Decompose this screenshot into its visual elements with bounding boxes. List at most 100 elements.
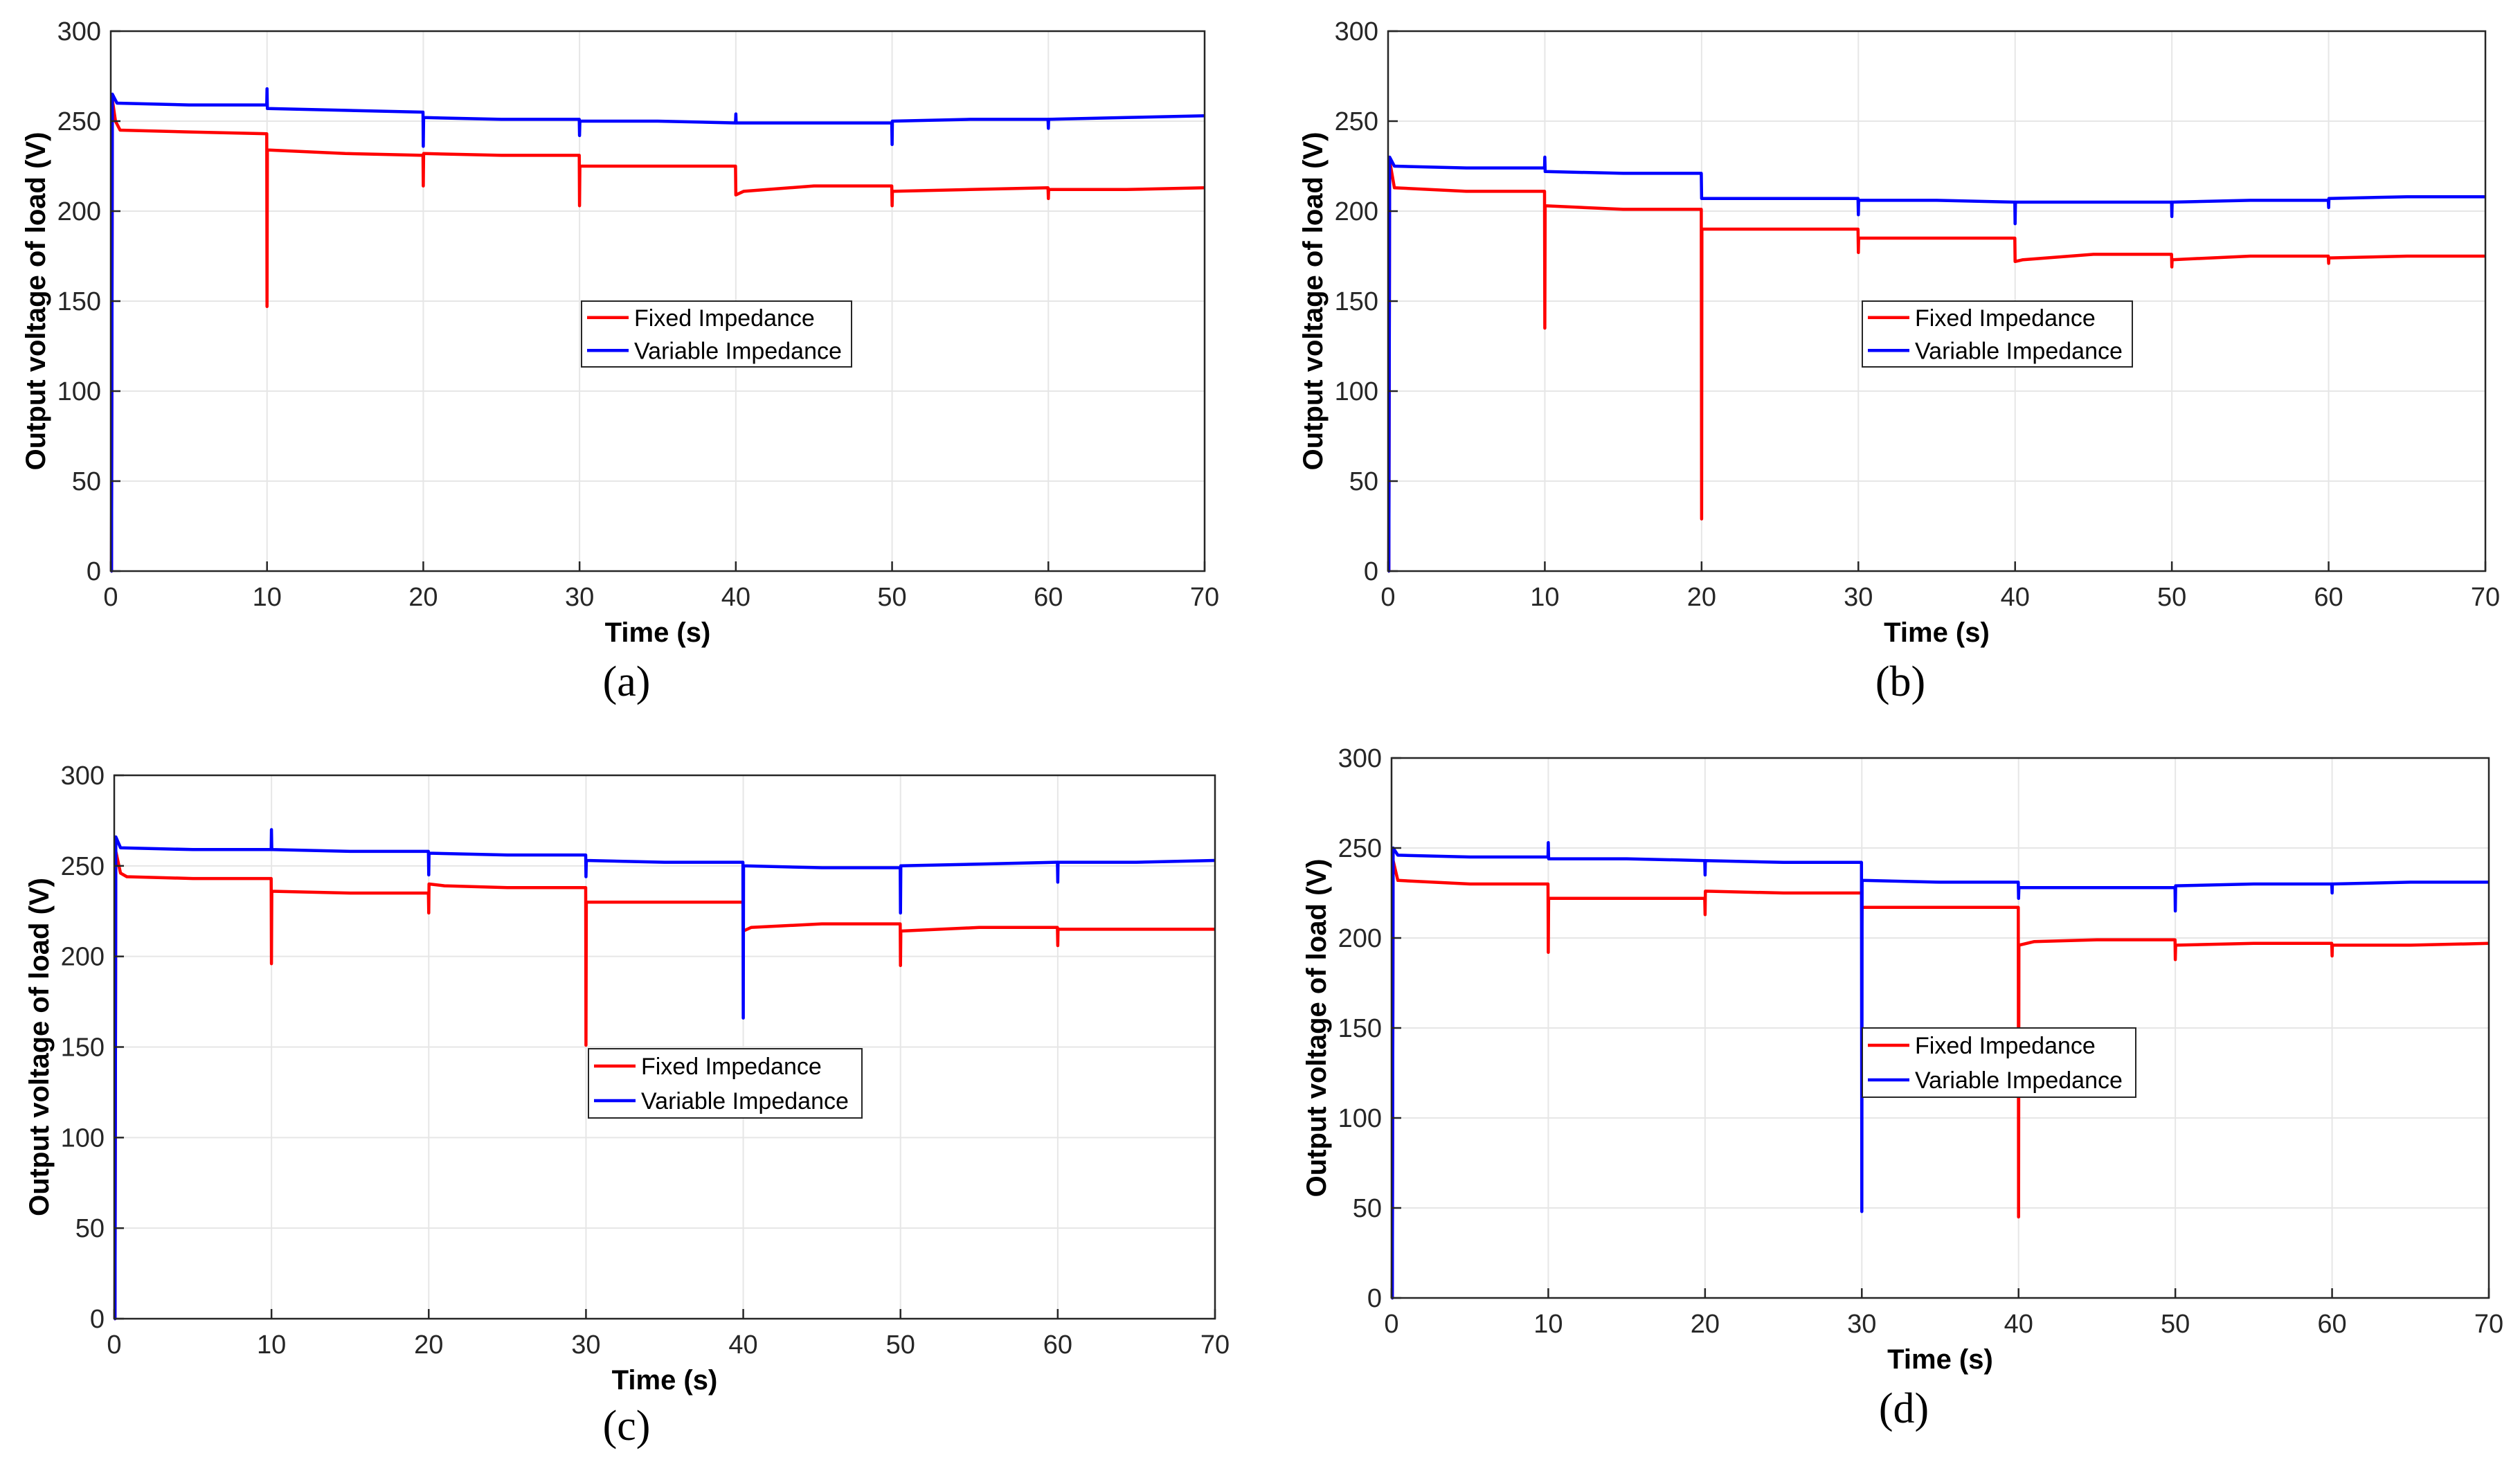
x-tick-label: 50: [2157, 583, 2186, 612]
y-tick-label: 50: [1353, 1194, 1382, 1223]
panel-caption: (d): [1879, 1385, 1929, 1432]
legend-label: Variable Impedance: [1915, 338, 2123, 364]
axis-ticks: 0 10 20 30 40 50 60 70 0 50 100 150 200 250 300: [57, 17, 1220, 612]
series-line-fixed-impedance: [109, 98, 1205, 573]
series-line-fixed-impedance: [1387, 159, 2485, 573]
y-tick-label: 100: [1338, 1104, 1382, 1133]
legend: Fixed Impedance Variable Impedance: [581, 300, 852, 368]
panel-caption: (a): [603, 658, 651, 705]
legend-label: Fixed Impedance: [1915, 1033, 2096, 1059]
y-axis-label: Output voltage of load (V): [1302, 859, 1332, 1198]
x-tick-label: 20: [408, 583, 438, 612]
y-axis-label: Output voltage of load (V): [21, 132, 51, 471]
x-tick-label: 30: [1847, 1310, 1876, 1339]
y-tick-label: 50: [1349, 467, 1378, 496]
y-tick-label: 0: [90, 1305, 105, 1334]
x-axis-label: Time (s): [1887, 1344, 1993, 1375]
chart-panel-a: 0 10 20 30 40 50 60 70 0 50 100 150 200 250 300 Time (…: [21, 17, 1220, 705]
y-tick-label: 200: [61, 943, 105, 972]
legend-box: [1862, 1027, 2136, 1098]
legend-label: Fixed Impedance: [634, 305, 815, 332]
axis-ticks: 0 10 20 30 40 50 60 70 0 50 100 150 200 250 300: [1335, 17, 2501, 612]
series-line-variable-impedance: [113, 828, 1216, 1321]
x-tick-label: 30: [1844, 583, 1873, 612]
x-tick-label: 0: [107, 1330, 121, 1360]
y-tick-label: 200: [1335, 197, 1378, 226]
legend: Fixed Impedance Variable Impedance: [1862, 1027, 2136, 1098]
y-tick-label: 200: [57, 197, 101, 226]
legend-box: [581, 300, 852, 368]
y-tick-label: 50: [72, 467, 101, 496]
y-axis-label: Output voltage of load (V): [1298, 132, 1329, 471]
x-tick-label: 10: [1533, 1310, 1563, 1339]
y-tick-label: 300: [1335, 17, 1378, 46]
y-tick-label: 100: [61, 1123, 105, 1153]
y-tick-label: 150: [61, 1034, 105, 1063]
series-line-fixed-impedance: [113, 849, 1215, 1321]
legend-label: Fixed Impedance: [1915, 305, 2096, 332]
series-lines: [1387, 155, 2485, 573]
gridlines: [114, 775, 1216, 1319]
x-tick-label: 20: [1687, 583, 1716, 612]
legend-box: [588, 1048, 863, 1119]
y-tick-label: 150: [1338, 1014, 1382, 1043]
y-tick-label: 50: [75, 1214, 105, 1243]
x-tick-label: 30: [565, 583, 594, 612]
legend-box: [1862, 300, 2133, 368]
series-lines: [113, 828, 1216, 1321]
x-tick-label: 20: [414, 1330, 443, 1360]
x-tick-label: 70: [2471, 583, 2500, 612]
legend-label: Variable Impedance: [634, 338, 842, 364]
panel-caption: (b): [1875, 658, 1925, 705]
axis-ticks: 0 10 20 30 40 50 60 70 0 50 100 150 200 250 300: [1338, 744, 2504, 1339]
x-tick-label: 40: [2001, 583, 2030, 612]
x-tick-label: 30: [571, 1330, 600, 1360]
legend: Fixed Impedance Variable Impedance: [1862, 300, 2133, 368]
x-tick-label: 60: [2314, 583, 2343, 612]
x-tick-label: 50: [886, 1330, 915, 1360]
y-axis-label: Output voltage of load (V): [24, 878, 55, 1216]
x-tick-label: 0: [1380, 583, 1395, 612]
x-tick-label: 0: [103, 583, 118, 612]
x-tick-label: 10: [253, 583, 282, 612]
chart-panel-d: 0 10 20 30 40 50 60 70 0 50 100 150 200 250 300 Time (…: [1302, 744, 2504, 1432]
y-tick-label: 250: [1338, 834, 1382, 863]
x-tick-label: 60: [1034, 583, 1063, 612]
x-tick-label: 70: [1190, 583, 1219, 612]
legend-label: Variable Impedance: [641, 1088, 849, 1114]
y-tick-label: 250: [57, 107, 101, 136]
axis-ticks: 0 10 20 30 40 50 60 70 0 50 100 150 200 250 300: [61, 761, 1230, 1360]
y-tick-label: 200: [1338, 924, 1382, 953]
y-tick-label: 0: [1367, 1284, 1382, 1313]
x-tick-label: 40: [721, 583, 750, 612]
x-tick-label: 10: [1530, 583, 1559, 612]
y-tick-label: 0: [1364, 557, 1378, 586]
x-tick-label: 50: [2161, 1310, 2190, 1339]
y-tick-label: 300: [61, 761, 105, 791]
y-tick-label: 300: [1338, 744, 1382, 773]
y-tick-label: 150: [57, 287, 101, 316]
x-axis-label: Time (s): [612, 1365, 718, 1396]
panel-caption: (c): [603, 1402, 651, 1450]
legend-label: Variable Impedance: [1915, 1067, 2123, 1094]
chart-panel-b: 0 10 20 30 40 50 60 70 0 50 100 150 200 250 300 Time (…: [1298, 17, 2501, 705]
legend-label: Fixed Impedance: [641, 1054, 822, 1080]
y-tick-label: 300: [57, 17, 101, 46]
x-tick-label: 60: [2317, 1310, 2346, 1339]
x-tick-label: 20: [1691, 1310, 1720, 1339]
x-tick-label: 50: [877, 583, 906, 612]
x-tick-label: 40: [728, 1330, 757, 1360]
x-tick-label: 10: [257, 1330, 286, 1360]
x-tick-label: 60: [1043, 1330, 1072, 1360]
y-tick-label: 250: [61, 852, 105, 881]
y-tick-label: 100: [1335, 377, 1378, 406]
x-axis-label: Time (s): [605, 617, 711, 648]
x-tick-label: 40: [2004, 1310, 2033, 1339]
chart-panel-c: 0 10 20 30 40 50 60 70 0 50 100 150 200 250 300 Time (…: [24, 761, 1230, 1450]
x-tick-label: 70: [1200, 1330, 1230, 1360]
y-tick-label: 100: [57, 377, 101, 406]
legend: Fixed Impedance Variable Impedance: [588, 1048, 863, 1119]
y-tick-label: 150: [1335, 287, 1378, 316]
y-tick-label: 250: [1335, 107, 1378, 136]
y-tick-label: 0: [87, 557, 101, 586]
